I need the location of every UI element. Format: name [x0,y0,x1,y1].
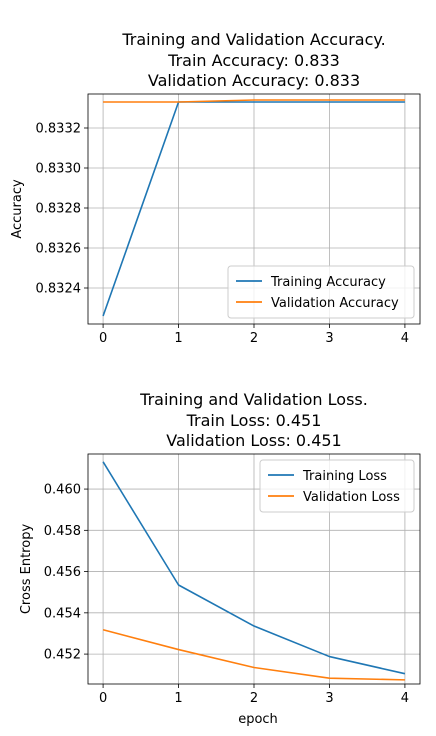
loss-y-tick-label: 0.454 [44,606,81,621]
validation-loss-legend-label: Validation Loss [303,490,400,505]
accuracy-y-tick-label: 0.8324 [36,282,82,297]
loss-y-tick-label: 0.458 [44,524,81,539]
accuracy-y-tick-label: 0.8328 [36,202,82,217]
accuracy-title-line-2: Train Accuracy: 0.833 [167,51,340,70]
accuracy-x-tick-label: 3 [325,331,333,346]
accuracy-ticks: 0 1 2 3 4 0.8324 0.8326 0.8328 0.8330 0.8332 [36,122,410,347]
loss-series [102,461,406,681]
validation-loss-line [102,628,405,681]
accuracy-x-tick-label: 2 [250,331,258,346]
training-loss-line [102,461,406,675]
loss-y-axis-label: Cross Entropy [19,524,34,615]
accuracy-chart: Training and Validation Accuracy. Train … [10,30,421,347]
accuracy-x-tick-label: 1 [174,331,182,346]
loss-title-line-1: Training and Validation Loss. [139,390,368,409]
validation-accuracy-legend-label: Validation Accuracy [271,296,399,311]
accuracy-y-tick-label: 0.8332 [36,122,82,137]
loss-legend: Training Loss Validation Loss [259,459,415,513]
accuracy-grid [88,94,420,324]
accuracy-x-tick-label: 4 [401,331,409,346]
accuracy-x-tick-label: 0 [99,331,107,346]
accuracy-title-line-3: Validation Accuracy: 0.833 [148,71,360,90]
accuracy-y-tick-label: 0.8330 [36,162,82,177]
loss-chart: Training and Validation Loss. Train Loss… [19,390,421,727]
accuracy-legend-box [227,265,415,319]
training-loss-legend-label: Training Loss [302,469,387,484]
loss-legend-box [259,459,415,513]
loss-title-line-2: Train Loss: 0.451 [186,411,322,430]
accuracy-title-line-1: Training and Validation Accuracy. [121,30,385,49]
validation-accuracy-line [103,99,405,103]
loss-y-tick-label: 0.452 [44,648,81,663]
loss-x-axis-label: epoch [238,712,278,727]
loss-x-tick-label: 1 [174,691,182,706]
loss-y-tick-label: 0.456 [44,565,81,580]
accuracy-y-axis-label: Accuracy [10,179,25,239]
training-accuracy-line [102,101,405,317]
loss-ticks: 0 1 2 3 4 0.452 0.454 0.456 0.458 0.460 [44,483,409,706]
loss-x-tick-label: 3 [325,691,333,706]
loss-x-tick-label: 0 [99,691,107,706]
loss-title-line-3: Validation Loss: 0.451 [166,431,341,450]
training-accuracy-legend-label: Training Accuracy [270,275,386,290]
accuracy-series [102,99,405,317]
accuracy-y-tick-label: 0.8326 [36,242,82,257]
loss-x-tick-label: 4 [401,691,409,706]
accuracy-legend: Training Accuracy Validation Accuracy [227,265,415,319]
loss-y-tick-label: 0.460 [44,483,81,498]
loss-x-tick-label: 2 [250,691,258,706]
